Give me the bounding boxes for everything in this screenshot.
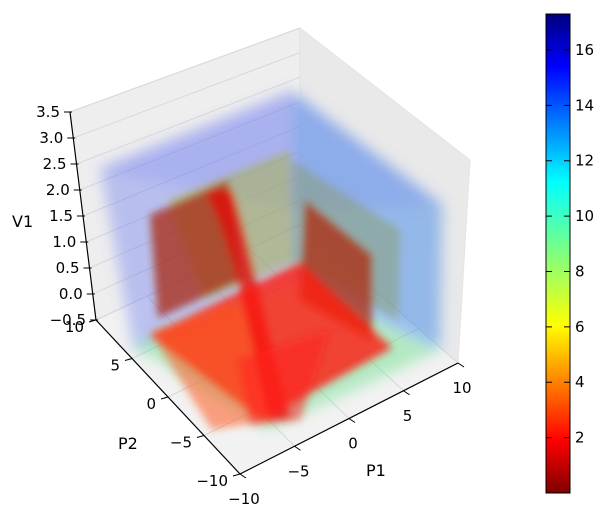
x-tick-label: 5 — [403, 407, 413, 425]
colorbar-tick-label: 6 — [575, 318, 585, 336]
z-tick-label: 1.5 — [49, 207, 73, 225]
x-tick — [403, 390, 410, 396]
colorbar: 2 4 6 8 10 12 14 16 — [545, 13, 594, 494]
orange-floor-edge — [150, 300, 270, 430]
inner-walls — [150, 150, 400, 430]
colorbar-tick-label: 4 — [575, 373, 585, 391]
x-tick-label: −5 — [287, 462, 309, 480]
z-tick-label: 3.0 — [39, 129, 63, 147]
y-tick-label: 10 — [65, 318, 84, 336]
x-tick-label: 0 — [348, 435, 358, 453]
z-axis-label: V1 — [12, 212, 33, 231]
axis-ticks: −0.5 0.0 0.5 1.0 1.5 2.0 2.5 3.0 3.5 −10 −5 0 5 10 −10… — [36, 103, 471, 508]
red-floor-front — [238, 330, 330, 425]
colorbar-tick-label: 12 — [575, 152, 594, 170]
colorbar-tick-label: 16 — [575, 41, 594, 59]
y-tick — [160, 396, 169, 400]
z-gridline — [73, 52, 301, 139]
colorbar-ticks: 2 4 6 8 10 12 14 16 — [546, 41, 594, 447]
x-tick-label: 10 — [452, 379, 471, 397]
colorbar-tick-label: 2 — [575, 429, 585, 447]
z-tick-label: −0.5 — [50, 311, 86, 329]
z-gridline — [69, 27, 301, 113]
colorbar-gradient — [545, 13, 571, 494]
y-tick-label: 0 — [146, 395, 156, 413]
z-tick-label: 1.0 — [52, 233, 76, 251]
y-tick — [124, 358, 133, 361]
z-tick-label: 3.5 — [36, 103, 60, 121]
shell-top-rim — [98, 90, 444, 210]
colorbar-tick-label: 10 — [575, 207, 594, 225]
y-tick-label: 5 — [110, 357, 120, 375]
z-tick-label: 2.5 — [43, 155, 67, 173]
y-tick-label: −10 — [196, 472, 228, 490]
z-tick-label: 0.5 — [56, 259, 80, 277]
y-tick — [196, 435, 205, 438]
colorbar-tick-label: 8 — [575, 262, 585, 280]
z-gridline — [76, 76, 301, 165]
y-tick — [232, 473, 241, 477]
colorbar-tick-label: 14 — [575, 96, 594, 114]
y-tick — [88, 319, 97, 323]
z-tick-label: 0.0 — [59, 285, 83, 303]
x-tick — [239, 473, 247, 479]
x-tick-label: −10 — [228, 490, 260, 508]
y-tick-label: −5 — [170, 434, 192, 452]
point-cloud — [98, 90, 444, 430]
y-axis-label: P2 — [118, 434, 138, 453]
x-axis-label: P1 — [366, 461, 386, 480]
x-tick — [294, 445, 301, 451]
z-tick-label: 2.0 — [46, 181, 70, 199]
x-tick — [348, 418, 356, 423]
x-tick — [457, 362, 465, 368]
